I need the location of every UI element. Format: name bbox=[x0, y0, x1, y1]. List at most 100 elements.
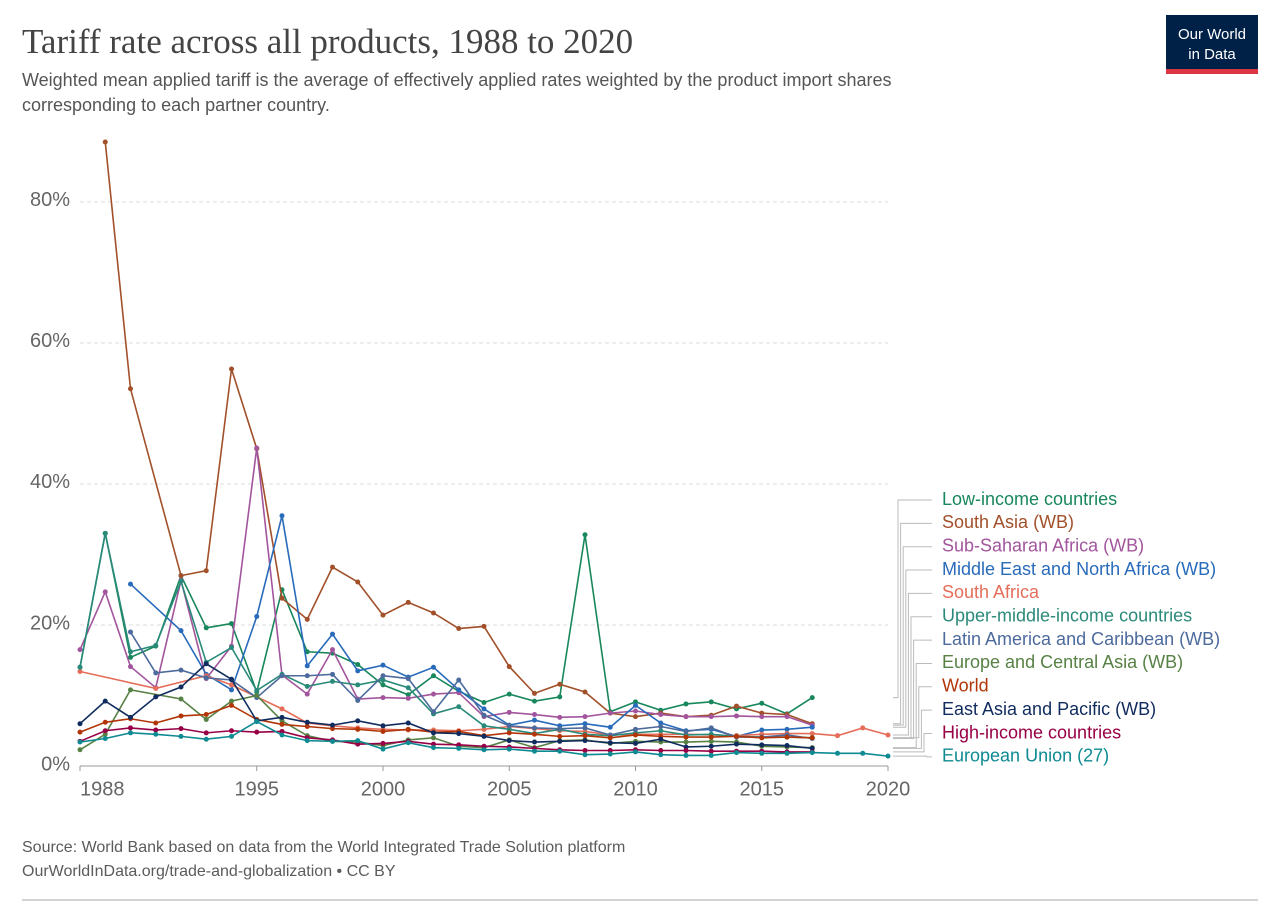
point bbox=[734, 733, 739, 739]
point bbox=[683, 747, 689, 753]
point bbox=[279, 673, 285, 679]
point bbox=[557, 714, 563, 720]
point bbox=[683, 734, 689, 740]
point bbox=[304, 673, 310, 679]
point bbox=[405, 692, 411, 698]
legend-connector bbox=[893, 709, 932, 749]
point bbox=[759, 727, 765, 733]
x-tick-label: 2010 bbox=[613, 778, 658, 800]
point bbox=[178, 578, 184, 584]
point bbox=[380, 612, 386, 618]
series-line bbox=[79, 447, 813, 726]
point bbox=[784, 750, 790, 756]
point bbox=[835, 750, 840, 756]
point bbox=[178, 628, 184, 634]
y-tick-label: 80% bbox=[30, 189, 70, 211]
point bbox=[279, 714, 285, 720]
point bbox=[557, 733, 563, 739]
point bbox=[102, 728, 108, 734]
point bbox=[229, 728, 234, 734]
point bbox=[128, 629, 133, 635]
point bbox=[809, 695, 815, 701]
point bbox=[330, 647, 335, 653]
point bbox=[734, 703, 739, 709]
point bbox=[355, 738, 361, 744]
point bbox=[607, 735, 613, 741]
legend-label: World bbox=[942, 676, 989, 696]
point bbox=[380, 673, 386, 679]
point bbox=[784, 726, 790, 732]
x-tick-label: 2020 bbox=[866, 778, 911, 800]
y-tick-label: 60% bbox=[30, 330, 70, 352]
point bbox=[355, 718, 361, 724]
point bbox=[759, 742, 765, 748]
point bbox=[708, 725, 714, 731]
point bbox=[102, 139, 108, 145]
point bbox=[102, 736, 108, 742]
point bbox=[582, 714, 588, 720]
series-line bbox=[79, 688, 813, 751]
point bbox=[355, 726, 361, 732]
point bbox=[229, 733, 234, 739]
point bbox=[203, 730, 209, 736]
legend-label: South Asia (WB) bbox=[942, 512, 1074, 532]
point bbox=[607, 740, 613, 746]
point bbox=[481, 700, 487, 706]
point bbox=[481, 623, 487, 629]
point bbox=[431, 673, 436, 679]
point bbox=[633, 702, 638, 708]
point bbox=[153, 694, 159, 700]
point bbox=[759, 710, 765, 716]
point bbox=[203, 712, 209, 718]
legend-connector bbox=[893, 755, 932, 758]
point bbox=[304, 663, 310, 669]
point bbox=[506, 726, 512, 732]
point bbox=[380, 662, 386, 668]
point bbox=[734, 741, 739, 747]
point bbox=[683, 728, 689, 734]
point bbox=[683, 714, 689, 720]
point bbox=[229, 676, 234, 682]
point bbox=[128, 714, 133, 720]
legend-connector bbox=[893, 662, 932, 749]
point bbox=[860, 750, 866, 756]
point bbox=[330, 631, 335, 637]
point bbox=[229, 645, 234, 651]
point bbox=[582, 532, 588, 538]
point bbox=[405, 676, 411, 682]
point bbox=[582, 738, 588, 744]
point bbox=[633, 726, 638, 732]
point bbox=[582, 725, 588, 731]
x-tick-label: 2005 bbox=[487, 778, 532, 800]
point bbox=[683, 752, 689, 758]
point bbox=[128, 730, 133, 736]
series-line bbox=[79, 533, 813, 715]
point bbox=[77, 747, 83, 753]
point bbox=[506, 691, 512, 697]
point bbox=[481, 747, 487, 753]
point bbox=[683, 701, 689, 707]
y-tick-label: 40% bbox=[30, 471, 70, 493]
logo-box bbox=[1166, 15, 1258, 69]
point bbox=[809, 724, 815, 730]
point bbox=[532, 717, 537, 723]
point bbox=[784, 714, 790, 720]
point bbox=[380, 677, 386, 683]
point bbox=[633, 740, 638, 746]
y-tick-label: 20% bbox=[30, 612, 70, 634]
point bbox=[153, 727, 159, 733]
point bbox=[355, 661, 361, 667]
legend-label: Latin America and Caribbean (WB) bbox=[942, 629, 1220, 649]
point bbox=[229, 702, 234, 708]
point bbox=[431, 745, 436, 751]
point bbox=[506, 664, 512, 670]
point bbox=[431, 664, 436, 670]
point bbox=[203, 675, 209, 681]
point bbox=[178, 713, 184, 719]
point bbox=[279, 732, 285, 738]
point bbox=[229, 682, 234, 688]
point bbox=[203, 625, 209, 631]
point bbox=[658, 736, 664, 742]
point bbox=[178, 733, 184, 739]
